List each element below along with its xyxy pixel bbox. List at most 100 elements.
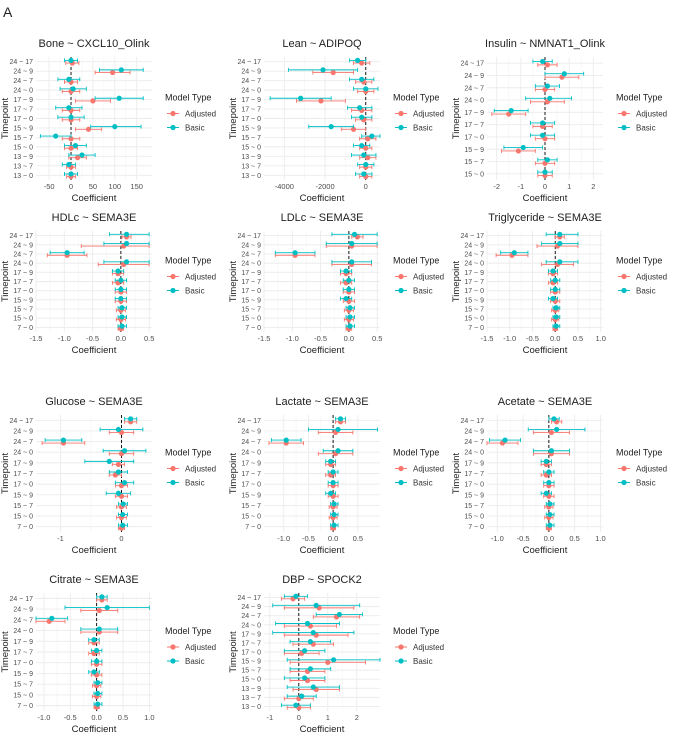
x-axis-title: Coefficient — [72, 193, 117, 204]
y-tick-label: 15 ~ 7 — [241, 307, 261, 314]
data-point — [118, 277, 124, 283]
data-point — [349, 240, 355, 247]
legend-key-point — [170, 465, 176, 472]
data-point — [343, 268, 349, 274]
legend-label: Basic — [636, 479, 656, 488]
y-tick-label: 24 ~ 9 — [13, 69, 33, 76]
x-tick-label: 2 — [591, 182, 595, 191]
y-tick-label: 15 ~ 9 — [13, 671, 33, 678]
legend-label: Adjusted — [636, 465, 667, 474]
chart-title: HDLc ~ SEMA3E — [52, 212, 137, 224]
data-point — [515, 148, 522, 154]
y-tick-label: 15 ~ 0 — [241, 144, 261, 151]
y-axis-title: Timepoint — [451, 452, 462, 494]
data-point — [293, 593, 299, 599]
x-tick-label: -1.0 — [286, 334, 299, 343]
y-tick-label: 24 ~ 0 — [241, 450, 261, 457]
series-basic — [489, 416, 586, 528]
y-tick-label: 24 ~ 17 — [460, 61, 484, 68]
data-point — [68, 145, 74, 151]
y-tick-label: 7 ~ 0 — [17, 524, 33, 531]
chart-title: Insulin ~ NMNAT1_Olink — [485, 38, 605, 50]
y-tick-label: 24 ~ 17 — [460, 233, 484, 240]
x-tick-label: 0.5 — [372, 334, 382, 343]
y-tick-label: 24 ~ 9 — [13, 428, 33, 435]
x-axis-title: Coefficient — [72, 545, 117, 556]
data-point — [79, 152, 85, 158]
data-point — [95, 701, 101, 707]
x-tick-label: 0.5 — [144, 334, 154, 343]
y-tick-label: 15 ~ 0 — [241, 316, 261, 323]
series-basic — [35, 594, 150, 707]
data-point — [123, 240, 130, 247]
data-point — [544, 62, 551, 68]
series-adjusted — [280, 596, 366, 711]
y-tick-label: 15 ~ 9 — [13, 492, 33, 499]
y-tick-label: 24 ~ 7 — [464, 85, 484, 92]
data-point — [115, 426, 122, 433]
legend-key-point — [398, 273, 404, 280]
y-tick-label: 17 ~ 9 — [13, 639, 33, 646]
data-point — [561, 71, 567, 77]
data-point — [120, 511, 126, 518]
y-tick-label: 17 ~ 0 — [241, 288, 261, 295]
series-basic — [44, 416, 147, 528]
data-point — [121, 480, 128, 486]
y-tick-label: 24 ~ 9 — [13, 242, 33, 249]
data-point — [546, 480, 552, 486]
x-tick-label: -0.5 — [86, 334, 99, 343]
x-axis-title: Coefficient — [72, 345, 117, 356]
y-tick-label: 17 ~ 9 — [13, 270, 33, 277]
series-adjusted — [296, 60, 377, 180]
y-tick-label: 15 ~ 0 — [464, 171, 484, 178]
series-adjusted — [274, 234, 378, 332]
chart-panel-1: Bone ~ CXCL10_Olink 24 ~ 17 24 ~ 9 24 ~ 7 24… — [0, 38, 216, 204]
legend-key-point — [398, 658, 404, 664]
y-tick-label: 7 ~ 0 — [468, 325, 484, 332]
y-tick-label: 15 ~ 7 — [13, 307, 33, 314]
legend-label: Adjusted — [413, 273, 444, 282]
data-point — [548, 429, 555, 436]
y-tick-label: 24 ~ 0 — [13, 261, 33, 268]
y-tick-label: 24 ~ 17 — [9, 596, 33, 603]
y-tick-label: 24 ~ 17 — [9, 59, 33, 66]
chart-panel-2: Lean ~ ADIPOQ 24 ~ 17 24 ~ 9 24 ~ 7 24 ~ 0 17… — [228, 38, 444, 204]
data-point — [293, 702, 299, 708]
x-tick-label: -2 — [493, 182, 500, 191]
y-tick-label: 15 ~ 7 — [241, 503, 261, 510]
data-point — [298, 95, 304, 101]
data-point — [553, 323, 559, 329]
data-point — [511, 250, 517, 256]
data-point — [328, 124, 334, 130]
y-tick-label: 17 ~ 0 — [13, 116, 33, 123]
data-point — [118, 295, 124, 302]
data-point — [363, 86, 369, 92]
data-point — [351, 231, 358, 237]
data-point — [283, 437, 289, 443]
y-tick-label: 24 ~ 9 — [241, 69, 261, 76]
y-tick-label: 15 ~ 9 — [241, 125, 261, 132]
y-tick-label: 24 ~ 17 — [237, 595, 261, 602]
y-tick-label: 17 ~ 7 — [13, 650, 33, 657]
x-tick-label: 0.0 — [344, 334, 354, 343]
data-point — [91, 637, 97, 643]
y-tick-label: 24 ~ 7 — [13, 78, 33, 85]
legend-title: Model Type — [616, 256, 662, 266]
chart-panel-7: Glucose ~ SEMA3E 24 ~ 17 24 ~ 9 24 ~ 7 24 ~ … — [0, 396, 216, 556]
y-tick-label: 17 ~ 9 — [241, 631, 261, 638]
data-point — [543, 490, 549, 496]
chart-panel-11: DBP ~ SPOCK2 24 ~ 17 24 ~ 9 24 ~ 7 24 ~ 0 17 … — [228, 574, 444, 735]
data-point — [550, 295, 556, 302]
x-tick-label: -1.0 — [37, 713, 50, 722]
data-point — [307, 639, 313, 645]
data-point — [557, 231, 563, 237]
y-tick-label: 17 ~ 9 — [241, 460, 261, 467]
legend-label: Adjusted — [636, 273, 667, 282]
data-point — [64, 250, 70, 256]
data-point — [123, 231, 130, 237]
series-basic — [49, 231, 150, 329]
chart-panel-3: Insulin ~ NMNAT1_Olink 24 ~ 17 24 ~ 9 24 ~ … — [451, 38, 667, 204]
data-point — [119, 323, 125, 329]
data-point — [119, 314, 125, 320]
